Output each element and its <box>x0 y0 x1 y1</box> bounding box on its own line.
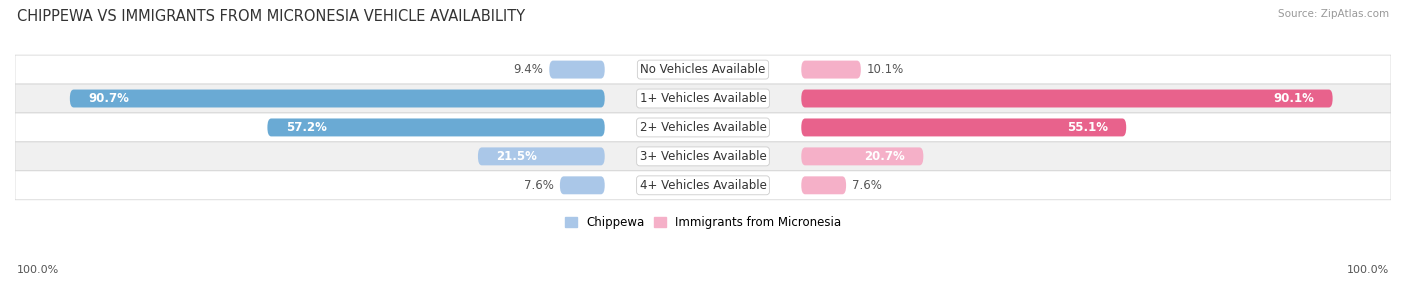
FancyBboxPatch shape <box>801 176 846 194</box>
FancyBboxPatch shape <box>267 118 605 136</box>
FancyBboxPatch shape <box>801 61 860 79</box>
Text: 4+ Vehicles Available: 4+ Vehicles Available <box>640 179 766 192</box>
Text: No Vehicles Available: No Vehicles Available <box>640 63 766 76</box>
Text: 100.0%: 100.0% <box>17 265 59 275</box>
FancyBboxPatch shape <box>801 90 1333 108</box>
Text: 7.6%: 7.6% <box>852 179 882 192</box>
FancyBboxPatch shape <box>15 171 1391 200</box>
Text: 10.1%: 10.1% <box>868 63 904 76</box>
FancyBboxPatch shape <box>801 118 1126 136</box>
Text: 3+ Vehicles Available: 3+ Vehicles Available <box>640 150 766 163</box>
Text: 90.7%: 90.7% <box>89 92 129 105</box>
Text: 21.5%: 21.5% <box>496 150 537 163</box>
Text: 1+ Vehicles Available: 1+ Vehicles Available <box>640 92 766 105</box>
Text: 57.2%: 57.2% <box>285 121 326 134</box>
Text: 100.0%: 100.0% <box>1347 265 1389 275</box>
Text: Source: ZipAtlas.com: Source: ZipAtlas.com <box>1278 9 1389 19</box>
Text: CHIPPEWA VS IMMIGRANTS FROM MICRONESIA VEHICLE AVAILABILITY: CHIPPEWA VS IMMIGRANTS FROM MICRONESIA V… <box>17 9 524 23</box>
FancyBboxPatch shape <box>801 147 924 165</box>
Legend: Chippewa, Immigrants from Micronesia: Chippewa, Immigrants from Micronesia <box>560 212 846 234</box>
FancyBboxPatch shape <box>15 55 1391 84</box>
FancyBboxPatch shape <box>70 90 605 108</box>
FancyBboxPatch shape <box>15 142 1391 171</box>
Text: 7.6%: 7.6% <box>524 179 554 192</box>
Text: 90.1%: 90.1% <box>1274 92 1315 105</box>
FancyBboxPatch shape <box>560 176 605 194</box>
FancyBboxPatch shape <box>478 147 605 165</box>
Text: 55.1%: 55.1% <box>1067 121 1108 134</box>
FancyBboxPatch shape <box>15 113 1391 142</box>
FancyBboxPatch shape <box>550 61 605 79</box>
Text: 2+ Vehicles Available: 2+ Vehicles Available <box>640 121 766 134</box>
Text: 9.4%: 9.4% <box>513 63 543 76</box>
FancyBboxPatch shape <box>15 84 1391 113</box>
Text: 20.7%: 20.7% <box>865 150 905 163</box>
